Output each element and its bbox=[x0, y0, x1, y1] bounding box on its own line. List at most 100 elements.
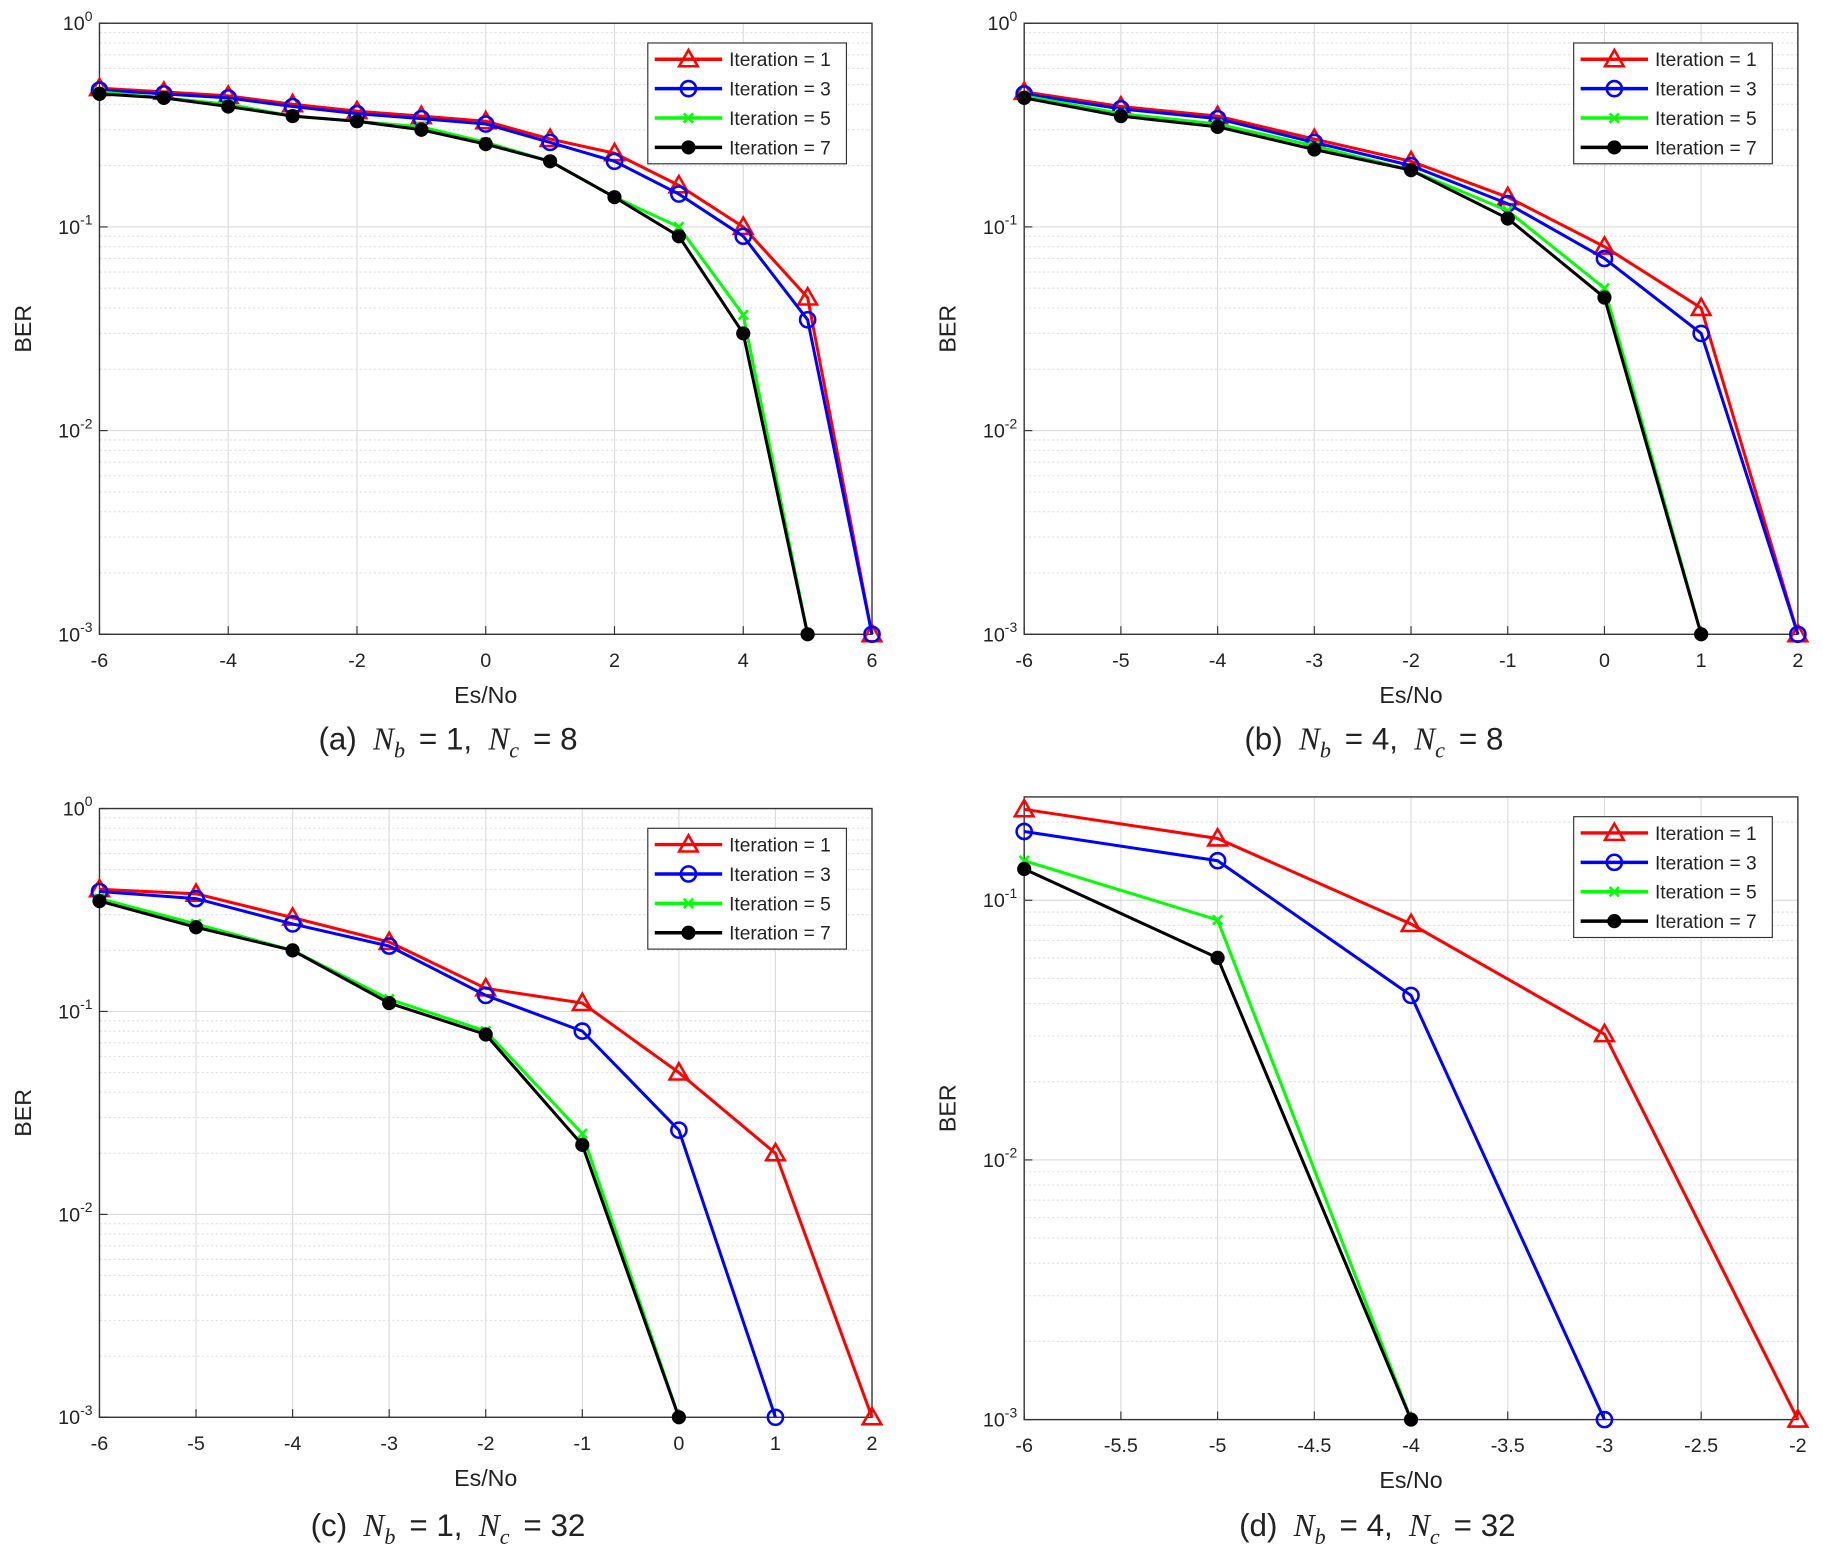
x-tick-label: 2 bbox=[609, 650, 620, 672]
y-axis-label: BER bbox=[935, 305, 961, 353]
legend-label: Iteration = 5 bbox=[729, 109, 831, 130]
y-tick-label: 10-3 bbox=[58, 1402, 93, 1429]
marker bbox=[1786, 1407, 1810, 1428]
marker bbox=[796, 285, 820, 306]
x-tick-label: -4 bbox=[219, 650, 237, 672]
marker bbox=[414, 122, 429, 137]
x-tick-label: -6 bbox=[91, 650, 109, 672]
marker bbox=[1212, 914, 1224, 926]
legend-label: Iteration = 3 bbox=[1655, 853, 1757, 874]
y-tick-label: 10-1 bbox=[58, 996, 93, 1023]
legend-marker bbox=[679, 865, 698, 883]
x-axis-label: Es/No bbox=[1379, 682, 1442, 708]
marker bbox=[283, 915, 302, 933]
x-tick-label: 0 bbox=[480, 650, 491, 672]
legend-label: Iteration = 1 bbox=[1655, 824, 1757, 845]
x-tick-label: -1 bbox=[1499, 650, 1517, 672]
caption-part: = 1, bbox=[409, 1508, 462, 1543]
caption: (b) Nb = 4, Nc = 8 bbox=[1244, 721, 1503, 762]
marker bbox=[474, 109, 498, 130]
legend-marker bbox=[1602, 821, 1626, 842]
y-tick-label: 10-2 bbox=[58, 415, 93, 442]
series-line bbox=[99, 86, 874, 635]
marker bbox=[1403, 163, 1419, 178]
legend-label: Iteration = 7 bbox=[1655, 912, 1757, 933]
legend-label: Iteration = 1 bbox=[729, 50, 831, 71]
legend-marker bbox=[1608, 886, 1620, 898]
marker bbox=[285, 109, 300, 124]
legend-marker bbox=[681, 925, 696, 940]
legend-marker bbox=[679, 79, 698, 98]
legend-marker bbox=[676, 832, 700, 853]
marker bbox=[1015, 822, 1034, 841]
caption-part: = 8 bbox=[1459, 721, 1503, 756]
caption-part: = 32 bbox=[1454, 1508, 1516, 1543]
x-tick-label: 0 bbox=[673, 1433, 684, 1455]
x-tick-label: -4 bbox=[284, 1433, 302, 1455]
series-line bbox=[1023, 96, 1703, 635]
y-tick-label: 100 bbox=[63, 793, 93, 820]
marker bbox=[92, 86, 107, 101]
marker bbox=[863, 625, 881, 644]
legend-marker bbox=[1607, 914, 1622, 929]
x-tick-label: -6 bbox=[1015, 650, 1033, 672]
x-tick-label: 2 bbox=[1792, 650, 1803, 672]
marker bbox=[187, 889, 205, 908]
caption-part: b bbox=[384, 1524, 395, 1549]
x-tick-label: 2 bbox=[867, 1433, 878, 1455]
series-line bbox=[99, 90, 810, 635]
y-tick-label: 10-1 bbox=[983, 212, 1018, 239]
marker bbox=[766, 1408, 785, 1427]
legend-label: Iteration = 7 bbox=[729, 138, 831, 159]
marker bbox=[1402, 986, 1420, 1005]
legend-marker bbox=[1605, 853, 1624, 872]
marker bbox=[92, 893, 107, 909]
x-axis-label: Es/No bbox=[454, 1465, 517, 1491]
y-tick-label: 10-2 bbox=[58, 1199, 93, 1226]
caption-part: b bbox=[394, 737, 405, 762]
x-tick-label: -3 bbox=[380, 1433, 398, 1455]
chart: 10-3 10-2 10-1 100 -6 -5 -4 -3 -2 -1 0 1 2 Es/No BER It… bbox=[10, 793, 884, 1549]
legend-label: Iteration = 1 bbox=[729, 836, 831, 857]
y-axis-label: BER bbox=[10, 1089, 36, 1137]
x-tick-label: 4 bbox=[738, 650, 749, 672]
marker bbox=[763, 1141, 787, 1162]
marker bbox=[156, 90, 171, 105]
caption: (c) Nb = 1, Nc = 32 bbox=[311, 1508, 586, 1549]
marker bbox=[1210, 950, 1225, 965]
marker bbox=[1307, 142, 1322, 157]
marker bbox=[543, 154, 558, 169]
marker bbox=[798, 310, 817, 329]
y-tick-label: 10-3 bbox=[58, 619, 93, 646]
caption-part: (d) bbox=[1239, 1508, 1277, 1543]
marker bbox=[1694, 627, 1709, 642]
x-tick-label: -6 bbox=[1015, 1435, 1033, 1457]
marker bbox=[1017, 90, 1032, 105]
x-tick-label: -3.5 bbox=[1491, 1435, 1525, 1457]
marker bbox=[667, 1060, 691, 1081]
marker bbox=[1210, 119, 1225, 134]
marker bbox=[1012, 797, 1036, 818]
caption-part: c bbox=[500, 1524, 510, 1549]
marker bbox=[671, 1410, 686, 1425]
marker bbox=[670, 185, 688, 203]
marker bbox=[670, 1121, 688, 1139]
plot-frame bbox=[98, 807, 873, 1418]
series-line bbox=[99, 890, 777, 1418]
marker bbox=[734, 227, 753, 246]
caption: (d) Nb = 4, Nc = 32 bbox=[1239, 1508, 1516, 1549]
marker bbox=[1208, 851, 1227, 870]
marker bbox=[731, 215, 755, 236]
x-tick-label: 1 bbox=[1696, 650, 1707, 672]
x-tick-label: -5 bbox=[187, 1433, 205, 1455]
marker bbox=[476, 115, 495, 133]
legend-label: Iteration = 5 bbox=[1655, 883, 1757, 904]
caption-part: N bbox=[1293, 1508, 1317, 1543]
legend-marker bbox=[1608, 112, 1620, 124]
marker bbox=[1403, 1412, 1419, 1427]
y-tick-label: 10-1 bbox=[58, 212, 93, 239]
series-line bbox=[1023, 807, 1800, 1421]
caption-part: N bbox=[1298, 721, 1322, 756]
marker bbox=[1206, 826, 1230, 847]
